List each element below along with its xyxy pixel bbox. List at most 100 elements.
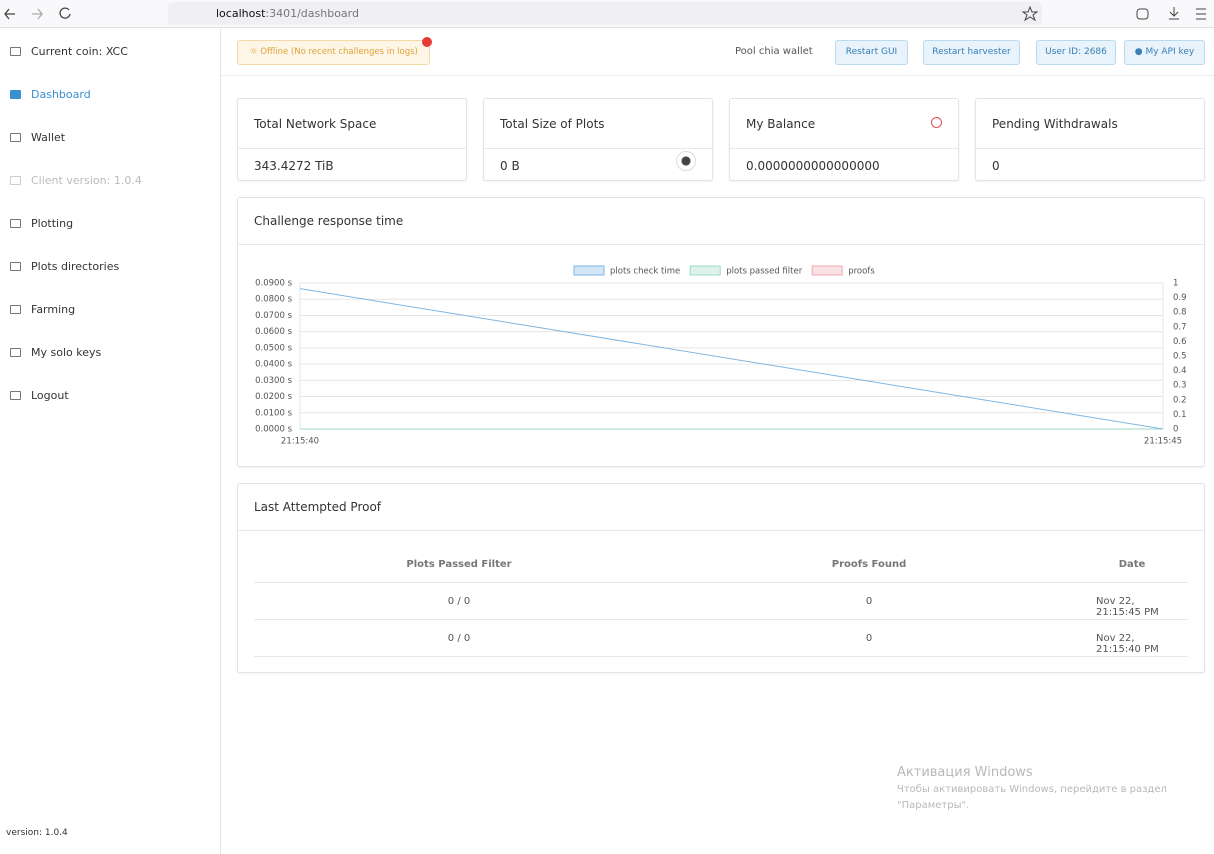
row-divider — [254, 582, 1188, 583]
url-host: localhost — [216, 7, 266, 20]
user-id-button[interactable]: User ID: 2686 — [1036, 40, 1116, 65]
y-tick-label: 0.0700 s — [255, 311, 292, 321]
table-cell: 0 / 0 — [447, 633, 471, 644]
legend-swatch — [573, 265, 605, 276]
column-header: Proofs Found — [831, 559, 907, 570]
y2-tick-label: 0.3 — [1173, 381, 1187, 391]
y-tick-label: 0.0400 s — [255, 360, 292, 370]
y2-tick-label: 1 — [1173, 279, 1178, 289]
y2-tick-label: 0.9 — [1173, 293, 1187, 303]
legend-swatch — [811, 265, 843, 276]
menu-icon — [10, 262, 21, 271]
stat-card: My Balance 0.0000000000000000 — [729, 98, 959, 181]
table-cell: 0 — [865, 633, 873, 644]
status-dot — [422, 37, 432, 47]
table-cell: Nov 22, 21:15:45 PM — [1096, 596, 1159, 618]
version: version: 1.0.4 — [6, 828, 68, 838]
watermark-title: Активация Windows — [897, 765, 1033, 780]
menu-item[interactable]: Farming — [31, 303, 76, 316]
menu-item[interactable]: Plotting — [31, 217, 74, 230]
card-title: My Balance — [746, 117, 816, 131]
divider — [730, 148, 958, 149]
menu-item[interactable]: Current coin: XCC — [31, 45, 128, 58]
column-header: Plots Passed Filter — [406, 559, 512, 570]
menu-icon — [10, 348, 21, 357]
table-title: Last Attempted Proof — [254, 500, 382, 514]
menu-icon — [10, 47, 21, 56]
restart-gui-button[interactable]: Restart GUI — [835, 40, 908, 65]
divider — [976, 148, 1204, 149]
menu-item: Client version: 1.0.4 — [31, 174, 142, 187]
watermark-line: "Параметры". — [897, 800, 970, 811]
menu-icon — [10, 176, 21, 185]
help-icon[interactable] — [676, 151, 696, 171]
card-value: 0 — [992, 159, 1000, 173]
card-title: Total Network Space — [254, 117, 377, 131]
y-tick-label: 0.0000 s — [255, 425, 292, 435]
status-badge: ☼ Offline (No recent challenges in logs) — [237, 40, 430, 65]
y2-tick-label: 0 — [1173, 425, 1178, 435]
restart-harvester-button[interactable]: Restart harvester — [923, 40, 1020, 65]
chart: 0.0000 s 0.0100 s 0.0200 s 0.0300 s 0.0400 s… — [255, 265, 1187, 447]
watermark-line: Чтобы активировать Windows, перейдите в … — [897, 784, 1167, 795]
y-tick-label: 0.0600 s — [255, 327, 292, 337]
toolbar-icons — [1021, 5, 1206, 22]
table-cell: 0 / 0 — [447, 596, 471, 607]
stat-card: Total Size of Plots 0 B — [483, 98, 713, 181]
y-tick-label: 0.0500 s — [255, 343, 292, 353]
table-cell: 0 — [865, 596, 873, 607]
divider — [238, 148, 466, 149]
pool-label: Pool chia wallet — [735, 46, 813, 57]
legend-label: plots passed filter — [726, 267, 802, 277]
card-title: Total Size of Plots — [500, 117, 605, 131]
api-key-text: My API key — [1145, 47, 1195, 57]
table-card: Last Attempted Proof Plots Passed Filter… — [237, 483, 1205, 673]
menu-item[interactable]: Plots directories — [31, 260, 120, 273]
menu-item[interactable]: Wallet — [31, 131, 66, 144]
api-key-button[interactable]: ● My API key — [1124, 40, 1205, 65]
x-tick-label: 21:15:45 — [1144, 437, 1182, 447]
divider — [238, 530, 1204, 531]
menu-item[interactable]: My solo keys — [31, 346, 102, 359]
menu-item[interactable]: Logout — [31, 389, 69, 402]
legend-label: proofs — [848, 267, 875, 277]
menu-icon — [10, 133, 21, 142]
y2-tick-label: 0.5 — [1173, 352, 1187, 362]
y-tick-label: 0.0200 s — [255, 392, 292, 402]
column-header: Date — [1118, 559, 1146, 570]
y2-tick-label: 0.2 — [1173, 395, 1187, 405]
y2-tick-label: 0.8 — [1173, 308, 1187, 318]
browser-bar: localhost:3401/dashboard — [0, 0, 1214, 28]
y-tick-label: 0.0900 s — [255, 279, 292, 289]
chart-title: Challenge response time — [254, 214, 404, 228]
legend-swatch — [689, 265, 721, 276]
y2-tick-label: 0.7 — [1173, 322, 1187, 332]
menu-item[interactable]: Dashboard — [31, 88, 91, 101]
status-text: Offline (No recent challenges in logs) — [260, 47, 418, 57]
sidebar: Current coin: XCC Dashboard Wallet Client v… — [0, 29, 221, 854]
address-bar[interactable]: localhost:3401/dashboard — [168, 2, 1042, 25]
y-tick-label: 0.0100 s — [255, 408, 292, 418]
x-tick-label: 21:15:40 — [281, 437, 319, 447]
y-tick-label: 0.0800 s — [255, 295, 292, 305]
y2-tick-label: 0.1 — [1173, 410, 1187, 420]
divider — [484, 148, 712, 149]
series-line — [299, 288, 1164, 430]
table-cell: Nov 22, 21:15:40 PM — [1096, 633, 1159, 655]
y2-tick-label: 0.4 — [1173, 366, 1187, 376]
stat-card: Total Network Space 343.4272 TiB — [237, 98, 467, 181]
card-title: Pending Withdrawals — [992, 117, 1118, 131]
menu-icon — [10, 391, 21, 400]
nav-icons — [4, 7, 71, 20]
card-value: 0 B — [500, 159, 520, 173]
info-icon[interactable] — [931, 117, 942, 128]
stat-card: Pending Withdrawals 0 — [975, 98, 1205, 181]
menu-icon — [10, 90, 21, 99]
url-path: :3401/dashboard — [265, 7, 359, 20]
row-divider — [254, 656, 1188, 657]
menu-icon — [10, 219, 21, 228]
header-divider — [221, 75, 1214, 76]
card-value: 0.0000000000000000 — [746, 159, 880, 173]
menu-icon — [10, 305, 21, 314]
